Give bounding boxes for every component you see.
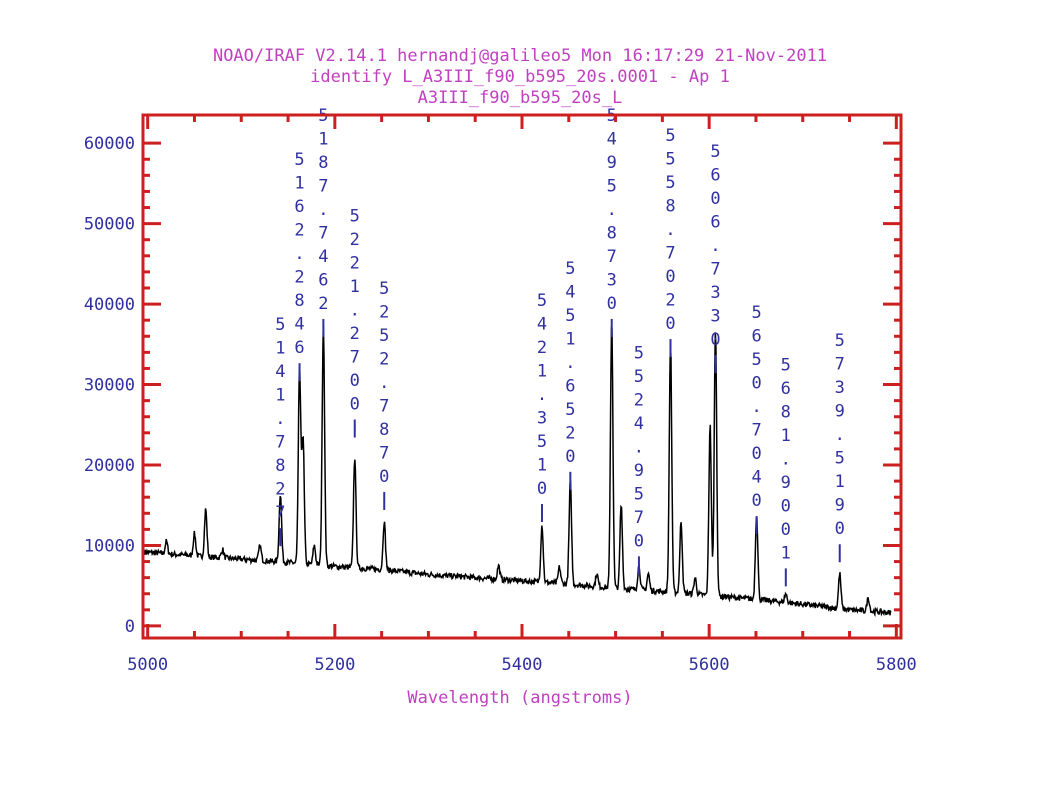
x-axis-label: Wavelength (angstroms) (407, 688, 632, 708)
x-tick-label: 5600 (689, 655, 730, 675)
y-tick-label: 40000 (84, 295, 135, 315)
chart-title-line-3: A3III_f90_b595_20s_L (418, 88, 623, 108)
x-tick-label: 5800 (876, 655, 917, 675)
y-tick-label: 50000 (84, 215, 135, 235)
y-tick-label: 10000 (84, 536, 135, 556)
y-tick-label: 60000 (84, 134, 135, 154)
axis-tick-labels: 5000 5200 5400 5600 5800 0 10000 20000 30000 4000… (84, 134, 917, 675)
y-tick-label: 0 (125, 617, 135, 637)
chart-title-line-2: identify L_A3III_f90_b595_20s.0001 - Ap … (310, 67, 730, 87)
axis-ticks (143, 115, 901, 638)
x-tick-label: 5200 (314, 655, 355, 675)
chart-title-line-1: NOAO/IRAF V2.14.1 hernandj@galileo5 Mon … (213, 46, 827, 66)
y-tick-label: 20000 (84, 456, 135, 476)
spectrum-layer (144, 324, 892, 618)
line-id-labels: 5 1 4 1. 7 8 2 7 5 1 6 2. 2 8 4 6 5 1 8 7. 7 4 6 2 5 2 2 1. 2 7 0 0 5 2 5 2… (275, 106, 845, 563)
x-tick-label: 5400 (502, 655, 543, 675)
line-id-markers (279, 318, 841, 587)
x-tick-label: 5000 (127, 655, 168, 675)
y-tick-label: 30000 (84, 376, 135, 396)
spectrum-line (144, 324, 892, 618)
